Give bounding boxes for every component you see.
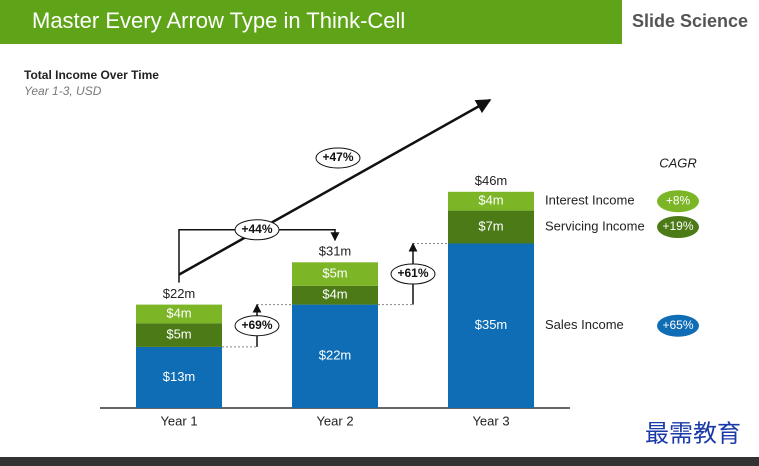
segment-label: $22m [319,348,352,363]
bar-segment [448,243,534,408]
header-title: Master Every Arrow Type in Think-Cell [32,8,405,33]
segment-label: $7m [478,218,503,233]
arrow-label-bg [234,219,280,241]
series-name: Sales Income [545,317,624,332]
segment-label: $4m [322,287,347,302]
chart-title: Total Income Over Time [24,68,159,82]
series-name: Servicing Income [545,218,645,233]
arrow-label: +61% [397,266,428,280]
footer-bar [0,457,759,466]
bar-segment [136,346,222,408]
bar-segment [136,323,222,347]
segment-label: $5m [322,265,347,280]
arrow-label: +47% [322,150,353,164]
arrow-label: +69% [241,318,272,332]
cagr-pill [657,216,699,239]
x-tick-label: Year 1 [160,413,197,428]
total-label: $31m [319,244,352,259]
cagr-label: +65% [662,318,693,332]
cagr-arrow [178,98,492,276]
x-tick-label: Year 2 [316,413,353,428]
segment-label: $35m [475,317,508,332]
bar-segment [292,304,378,408]
total-label: $22m [163,286,196,301]
arrow-label-bg [234,315,280,337]
chart-subtitle: Year 1-3, USD [24,84,102,98]
segment-label: $13m [163,369,196,384]
segment-label: $4m [478,193,503,208]
cagr-label: +8% [666,193,691,207]
cagr-label: +19% [662,219,693,233]
cagr-pill [657,314,699,337]
bar-segment [136,304,222,324]
bar-segment [292,285,378,305]
series-name: Interest Income [545,193,635,208]
arrow-label: +44% [241,222,272,236]
bar-segment [448,210,534,244]
bar-segment [292,262,378,286]
bar-segment [448,191,534,211]
segment-label: $5m [166,327,191,342]
header-bar [0,0,622,44]
arrow-label-bg [390,263,436,285]
total-label: $46m [475,173,508,188]
watermark: 最需教育 [645,420,741,448]
arrow-label-bg [315,147,361,169]
cagr-pill [657,190,699,213]
segment-label: $4m [166,305,191,320]
brand: Slide Science [632,11,748,31]
x-tick-label: Year 3 [472,413,509,428]
cagr-title: CAGR [659,155,697,170]
